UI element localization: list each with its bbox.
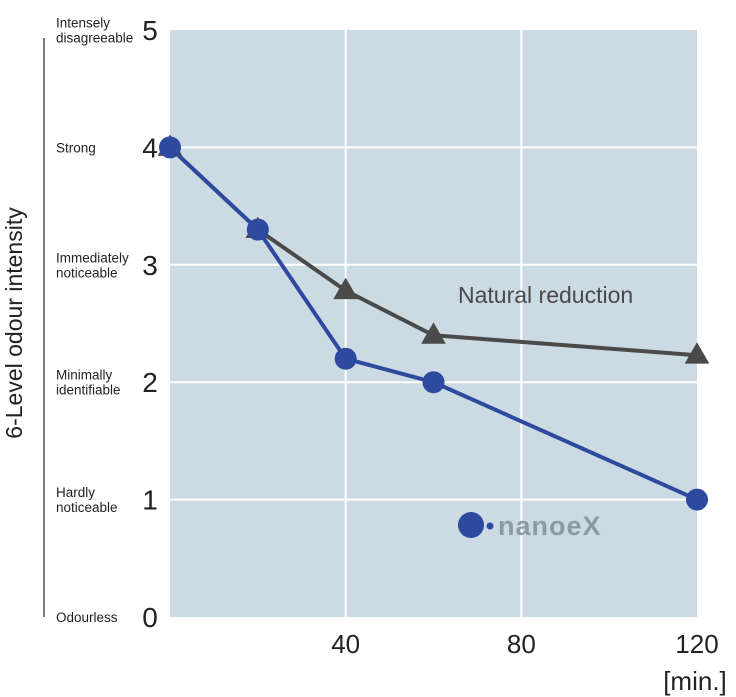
data-point-natural-reduction	[684, 342, 710, 364]
nanoex-logo-mark	[458, 512, 484, 538]
y-tick-label: 2	[142, 367, 158, 398]
nanoex-logo-text: nanoeX	[498, 511, 602, 541]
level-label: disagreeable	[56, 31, 133, 46]
level-label: noticeable	[56, 500, 118, 515]
x-tick-labels: 40 80 120	[331, 629, 718, 659]
y-tick-label: 4	[142, 132, 158, 163]
data-point-nanoex	[686, 488, 708, 511]
x-tick-label: 80	[507, 629, 536, 659]
y-tick-label: 3	[142, 250, 158, 281]
data-point-nanoex	[334, 347, 357, 370]
series-layer	[157, 134, 710, 511]
data-point-nanoex	[159, 136, 181, 159]
level-label: Odourless	[56, 610, 118, 625]
data-point-nanoex	[422, 371, 445, 394]
level-label: noticeable	[56, 265, 118, 280]
y-axis-title: 6-Level odour intensity	[1, 207, 27, 439]
level-label: Hardly	[56, 485, 95, 500]
y-tick-labels: 0 1 2 3 4 5	[142, 15, 158, 633]
level-label: Immediately	[56, 250, 129, 265]
level-label: Minimally	[56, 368, 113, 383]
level-labels: IntenselydisagreeableStrongImmediatelyno…	[56, 16, 133, 626]
nanoex-logo: nanoeX	[458, 511, 602, 541]
data-point-natural-reduction	[421, 322, 446, 344]
data-point-natural-reduction	[333, 277, 359, 300]
data-point-nanoex	[246, 218, 269, 241]
x-unit-label: [min.]	[663, 666, 727, 696]
level-label: identifiable	[56, 383, 121, 398]
level-label: Strong	[56, 140, 96, 155]
level-label: Intensely	[56, 16, 110, 31]
y-tick-label: 0	[142, 602, 158, 633]
x-tick-label: 120	[675, 629, 718, 659]
nanoex-logo-dot	[486, 522, 494, 530]
y-tick-label: 5	[142, 15, 158, 46]
y-tick-label: 1	[142, 485, 158, 516]
series-label-natural-reduction: Natural reduction	[458, 282, 633, 308]
x-tick-label: 40	[331, 629, 360, 659]
